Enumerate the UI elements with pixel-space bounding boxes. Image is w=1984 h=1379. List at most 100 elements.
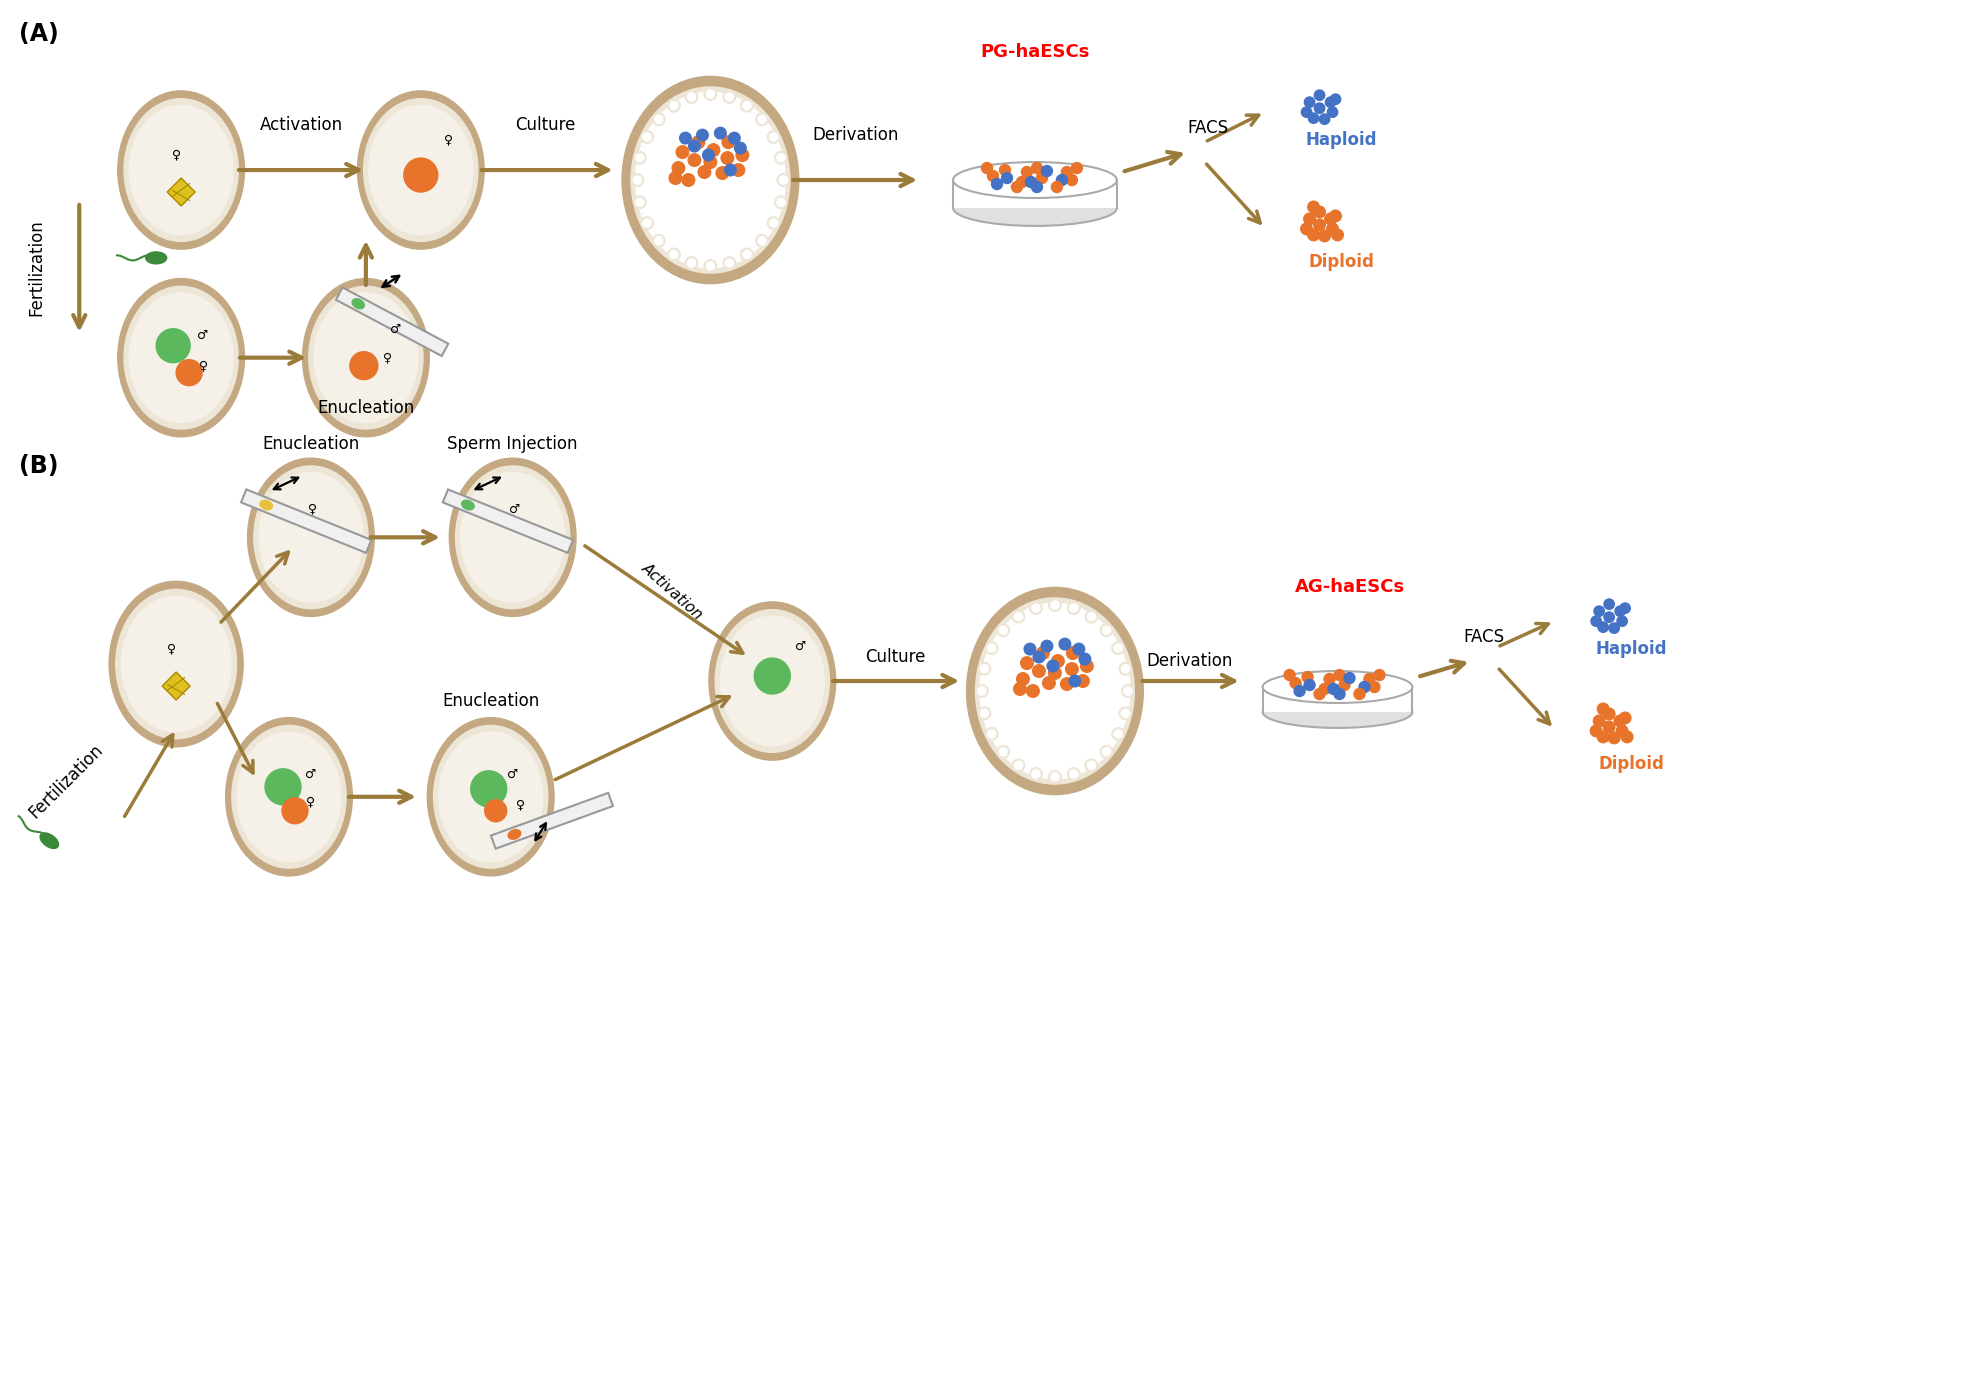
Circle shape (671, 102, 679, 110)
Circle shape (1111, 728, 1125, 741)
Circle shape (980, 665, 988, 673)
Circle shape (1052, 601, 1059, 610)
Text: FACS: FACS (1464, 627, 1506, 647)
Circle shape (998, 746, 1010, 758)
Circle shape (770, 219, 778, 228)
Circle shape (732, 164, 744, 177)
Circle shape (1303, 97, 1315, 108)
Circle shape (724, 164, 736, 177)
Circle shape (1087, 761, 1095, 769)
Ellipse shape (708, 601, 835, 760)
Circle shape (706, 143, 720, 156)
Text: (A): (A) (20, 22, 60, 47)
Circle shape (1002, 172, 1012, 183)
Circle shape (1079, 654, 1091, 665)
Circle shape (1034, 651, 1046, 663)
Circle shape (702, 149, 714, 161)
Circle shape (1603, 721, 1615, 732)
Ellipse shape (125, 99, 238, 241)
Circle shape (1339, 680, 1349, 691)
Ellipse shape (635, 92, 786, 268)
Circle shape (1119, 707, 1131, 720)
Circle shape (667, 99, 681, 112)
Ellipse shape (363, 99, 478, 241)
Ellipse shape (121, 596, 230, 732)
Circle shape (758, 116, 766, 123)
Circle shape (1290, 677, 1302, 688)
Text: ♂: ♂ (306, 768, 317, 782)
Circle shape (768, 217, 780, 229)
Circle shape (1055, 175, 1067, 186)
Ellipse shape (313, 292, 419, 422)
Polygon shape (335, 287, 448, 356)
Circle shape (720, 152, 734, 164)
Circle shape (1325, 214, 1337, 225)
Text: ♀: ♀ (444, 134, 452, 146)
Circle shape (1077, 674, 1089, 687)
Circle shape (1036, 172, 1048, 183)
Ellipse shape (434, 725, 548, 869)
Circle shape (1026, 177, 1036, 188)
Circle shape (633, 152, 647, 164)
Circle shape (1591, 616, 1601, 626)
Ellipse shape (248, 458, 375, 616)
Circle shape (686, 259, 696, 268)
Circle shape (704, 259, 716, 272)
Circle shape (988, 729, 996, 738)
Ellipse shape (226, 717, 353, 876)
Circle shape (1325, 97, 1335, 108)
Circle shape (1052, 772, 1059, 781)
Circle shape (978, 707, 990, 720)
Circle shape (1032, 182, 1042, 193)
Circle shape (1327, 223, 1339, 234)
Circle shape (1369, 681, 1381, 692)
Circle shape (470, 771, 506, 807)
Ellipse shape (125, 287, 238, 429)
Circle shape (1085, 611, 1097, 623)
Circle shape (1032, 163, 1042, 174)
Circle shape (1302, 108, 1311, 117)
Circle shape (1020, 656, 1034, 669)
Circle shape (1032, 769, 1040, 778)
Text: Activation: Activation (260, 116, 343, 134)
Circle shape (1121, 665, 1129, 673)
Circle shape (778, 199, 786, 207)
Circle shape (1052, 182, 1061, 193)
Ellipse shape (966, 587, 1143, 794)
Circle shape (1331, 229, 1343, 241)
Circle shape (1121, 709, 1129, 717)
Ellipse shape (456, 466, 569, 608)
Circle shape (714, 127, 726, 139)
Circle shape (728, 132, 740, 143)
Circle shape (1303, 680, 1315, 691)
Circle shape (768, 131, 780, 143)
Circle shape (677, 146, 688, 159)
Circle shape (1597, 622, 1609, 633)
Circle shape (1123, 687, 1133, 695)
Circle shape (696, 130, 708, 141)
Circle shape (734, 142, 746, 154)
Polygon shape (163, 672, 190, 701)
Circle shape (641, 217, 653, 229)
Text: Activation: Activation (639, 560, 706, 622)
Circle shape (1000, 626, 1008, 634)
Circle shape (1615, 716, 1627, 727)
Circle shape (1050, 598, 1061, 611)
Ellipse shape (260, 473, 363, 603)
Text: Fertilization: Fertilization (28, 219, 46, 316)
Circle shape (653, 113, 665, 125)
Ellipse shape (232, 725, 345, 869)
Circle shape (1329, 210, 1341, 222)
Circle shape (1000, 747, 1008, 756)
Ellipse shape (117, 91, 244, 250)
Circle shape (1052, 655, 1063, 667)
Circle shape (684, 256, 698, 269)
Circle shape (1071, 163, 1083, 174)
Circle shape (484, 800, 506, 822)
Circle shape (177, 360, 202, 386)
Circle shape (1294, 685, 1305, 696)
Ellipse shape (302, 279, 429, 437)
Circle shape (1319, 230, 1331, 241)
Ellipse shape (952, 163, 1117, 199)
Circle shape (986, 728, 998, 741)
